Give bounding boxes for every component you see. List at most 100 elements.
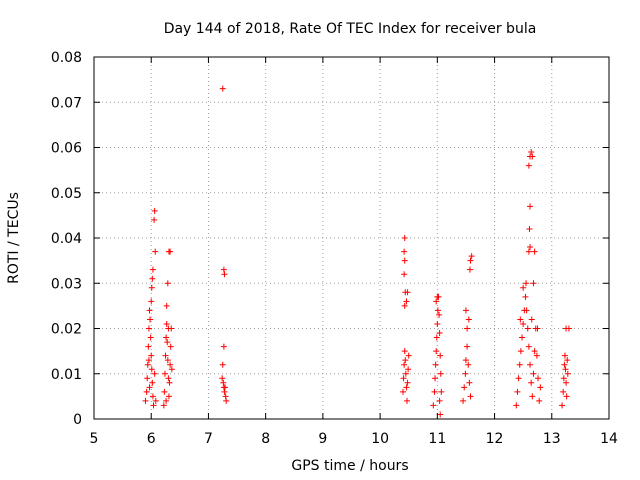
- data-point: [221, 388, 228, 395]
- x-tick-label: 10: [371, 431, 389, 447]
- data-point: [513, 402, 520, 409]
- data-point: [144, 361, 151, 368]
- data-point: [432, 361, 439, 368]
- data-point: [142, 397, 149, 404]
- data-point: [536, 397, 543, 404]
- data-point: [401, 271, 408, 278]
- y-tick-labels: 0 0.01 0.02 0.03 0.04 0.05 0.06 0.07 0.08: [51, 50, 82, 428]
- data-point: [149, 275, 156, 282]
- data-point: [402, 370, 409, 377]
- data-point: [437, 352, 444, 359]
- data-point: [436, 330, 443, 337]
- data-point: [163, 334, 170, 341]
- data-point: [150, 402, 157, 409]
- data-point: [402, 357, 409, 364]
- chart-title: Day 144 of 2018, Rate Of TEC Index for r…: [164, 21, 537, 37]
- data-point: [433, 348, 440, 355]
- data-point: [149, 393, 156, 400]
- data-point: [164, 357, 171, 364]
- data-point: [149, 266, 156, 273]
- data-point: [222, 384, 229, 391]
- data-point: [525, 162, 532, 169]
- data-point: [528, 379, 535, 386]
- data-point: [468, 253, 475, 260]
- data-point: [561, 361, 568, 368]
- data-point: [219, 375, 226, 382]
- data-point: [161, 370, 168, 377]
- data-point: [404, 379, 411, 386]
- data-point: [164, 339, 171, 346]
- data-point: [149, 379, 156, 386]
- data-point: [526, 225, 533, 232]
- data-point: [531, 348, 538, 355]
- data-point: [561, 352, 568, 359]
- data-point: [163, 320, 170, 327]
- data-point: [148, 298, 155, 305]
- data-point: [519, 334, 526, 341]
- x-tick-label: 6: [147, 431, 156, 447]
- y-tick-label: 0.02: [51, 322, 82, 338]
- data-point: [467, 393, 474, 400]
- data-point: [436, 397, 443, 404]
- data-point: [461, 384, 468, 391]
- data-point: [221, 271, 228, 278]
- data-point: [531, 248, 538, 255]
- data-point: [562, 366, 569, 373]
- data-point: [438, 388, 445, 395]
- data-point: [560, 375, 567, 382]
- data-point: [152, 397, 159, 404]
- data-point: [152, 248, 159, 255]
- x-tick-label: 8: [261, 431, 270, 447]
- data-point: [460, 397, 467, 404]
- data-point: [433, 334, 440, 341]
- data-point: [437, 411, 444, 418]
- data-point: [151, 370, 158, 377]
- x-tick-label: 5: [90, 431, 99, 447]
- x-tick-label: 13: [543, 431, 561, 447]
- data-point: [403, 384, 410, 391]
- data-point: [525, 343, 532, 350]
- data-point: [517, 316, 524, 323]
- data-point: [564, 370, 571, 377]
- data-point: [530, 370, 537, 377]
- data-point: [527, 244, 534, 251]
- data-point: [529, 393, 536, 400]
- data-point: [527, 203, 534, 210]
- y-tick-label: 0.03: [51, 276, 82, 292]
- data-point: [148, 352, 155, 359]
- data-point: [148, 284, 155, 291]
- data-point: [517, 348, 524, 355]
- data-point: [462, 370, 469, 377]
- data-point: [560, 388, 567, 395]
- data-point: [520, 284, 527, 291]
- data-point: [516, 361, 523, 368]
- data-point: [405, 352, 412, 359]
- data-point: [430, 402, 437, 409]
- data-point: [537, 384, 544, 391]
- data-point: [559, 402, 566, 409]
- y-tick-label: 0.04: [51, 231, 82, 247]
- data-point: [405, 366, 412, 373]
- data-point: [465, 361, 472, 368]
- data-point: [401, 361, 408, 368]
- x-tick-label: 12: [486, 431, 504, 447]
- data-point: [167, 361, 174, 368]
- data-point: [219, 85, 226, 92]
- data-point: [165, 325, 172, 332]
- data-point: [524, 325, 531, 332]
- data-point: [400, 388, 406, 395]
- y-tick-label: 0.05: [51, 186, 82, 202]
- data-point: [401, 348, 408, 355]
- data-point: [528, 316, 535, 323]
- x-tick-label: 9: [318, 431, 327, 447]
- data-point: [168, 366, 175, 373]
- data-point: [564, 357, 571, 364]
- data-point: [530, 280, 537, 287]
- y-tick-label: 0.07: [51, 95, 82, 111]
- y-tick-label: 0.01: [51, 367, 82, 383]
- data-point: [151, 207, 158, 214]
- data-point: [563, 379, 570, 386]
- data-point: [146, 384, 153, 391]
- data-point: [143, 388, 150, 395]
